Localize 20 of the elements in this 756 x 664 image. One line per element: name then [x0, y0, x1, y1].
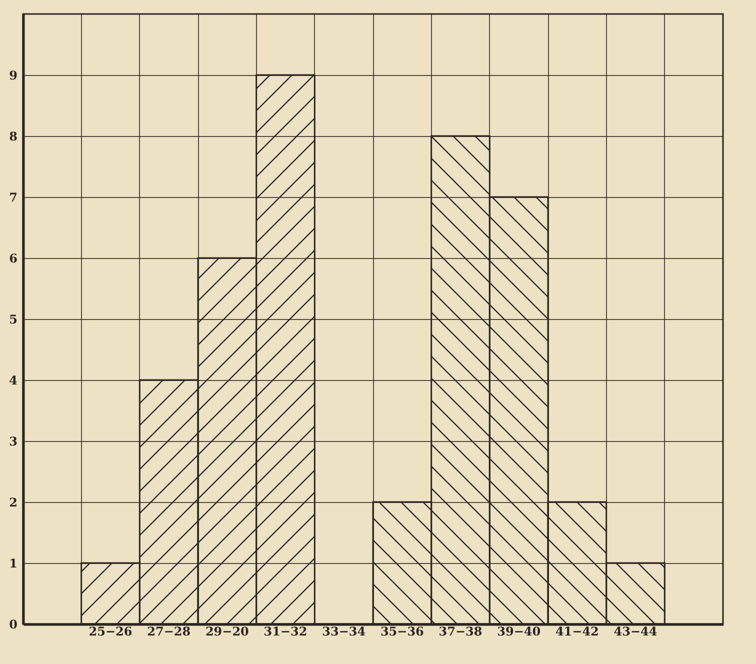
x-tick-label: 37−38 [438, 624, 482, 638]
x-tick-label: 27−28 [147, 624, 191, 638]
x-tick-label: 25−26 [88, 624, 132, 638]
y-tick-label: 3 [9, 434, 18, 448]
y-tick-label: 4 [9, 374, 18, 388]
x-tick-label: 39−40 [497, 624, 541, 638]
y-tick-label: 9 [9, 68, 18, 82]
x-tick-label: 29−20 [205, 624, 249, 638]
y-tick-label: 5 [9, 312, 18, 326]
x-tick-label: 31−32 [264, 624, 308, 638]
x-tick-label: 33−34 [322, 624, 366, 638]
y-tick-label: 1 [9, 556, 18, 570]
x-tick-label: 35−36 [380, 624, 424, 638]
y-tick-label: 8 [9, 130, 18, 144]
x-tick-label: 43−44 [614, 624, 658, 638]
x-tick-label: 41−42 [555, 624, 599, 638]
y-tick-label: 2 [9, 496, 18, 510]
y-tick-label: 7 [9, 190, 18, 204]
y-tick-label: 0 [9, 618, 18, 632]
y-tick-label: 6 [9, 252, 18, 266]
